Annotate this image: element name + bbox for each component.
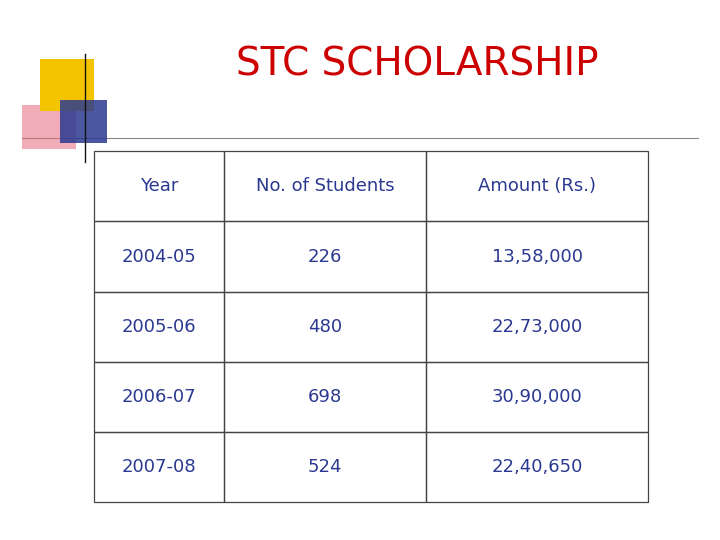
Text: No. of Students: No. of Students [256, 177, 395, 195]
Text: 2004-05: 2004-05 [122, 247, 196, 266]
Text: 480: 480 [308, 318, 342, 336]
Text: 22,40,650: 22,40,650 [492, 458, 582, 476]
Text: 226: 226 [308, 247, 342, 266]
Text: Amount (Rs.): Amount (Rs.) [478, 177, 596, 195]
Text: 698: 698 [308, 388, 342, 406]
Text: 2007-08: 2007-08 [122, 458, 196, 476]
Text: 2006-07: 2006-07 [122, 388, 196, 406]
Text: 524: 524 [308, 458, 342, 476]
Text: STC SCHOLARSHIP: STC SCHOLARSHIP [236, 46, 599, 84]
Text: 13,58,000: 13,58,000 [492, 247, 582, 266]
Text: 2005-06: 2005-06 [122, 318, 196, 336]
Text: Year: Year [140, 177, 178, 195]
Text: 22,73,000: 22,73,000 [492, 318, 582, 336]
Text: 30,90,000: 30,90,000 [492, 388, 582, 406]
